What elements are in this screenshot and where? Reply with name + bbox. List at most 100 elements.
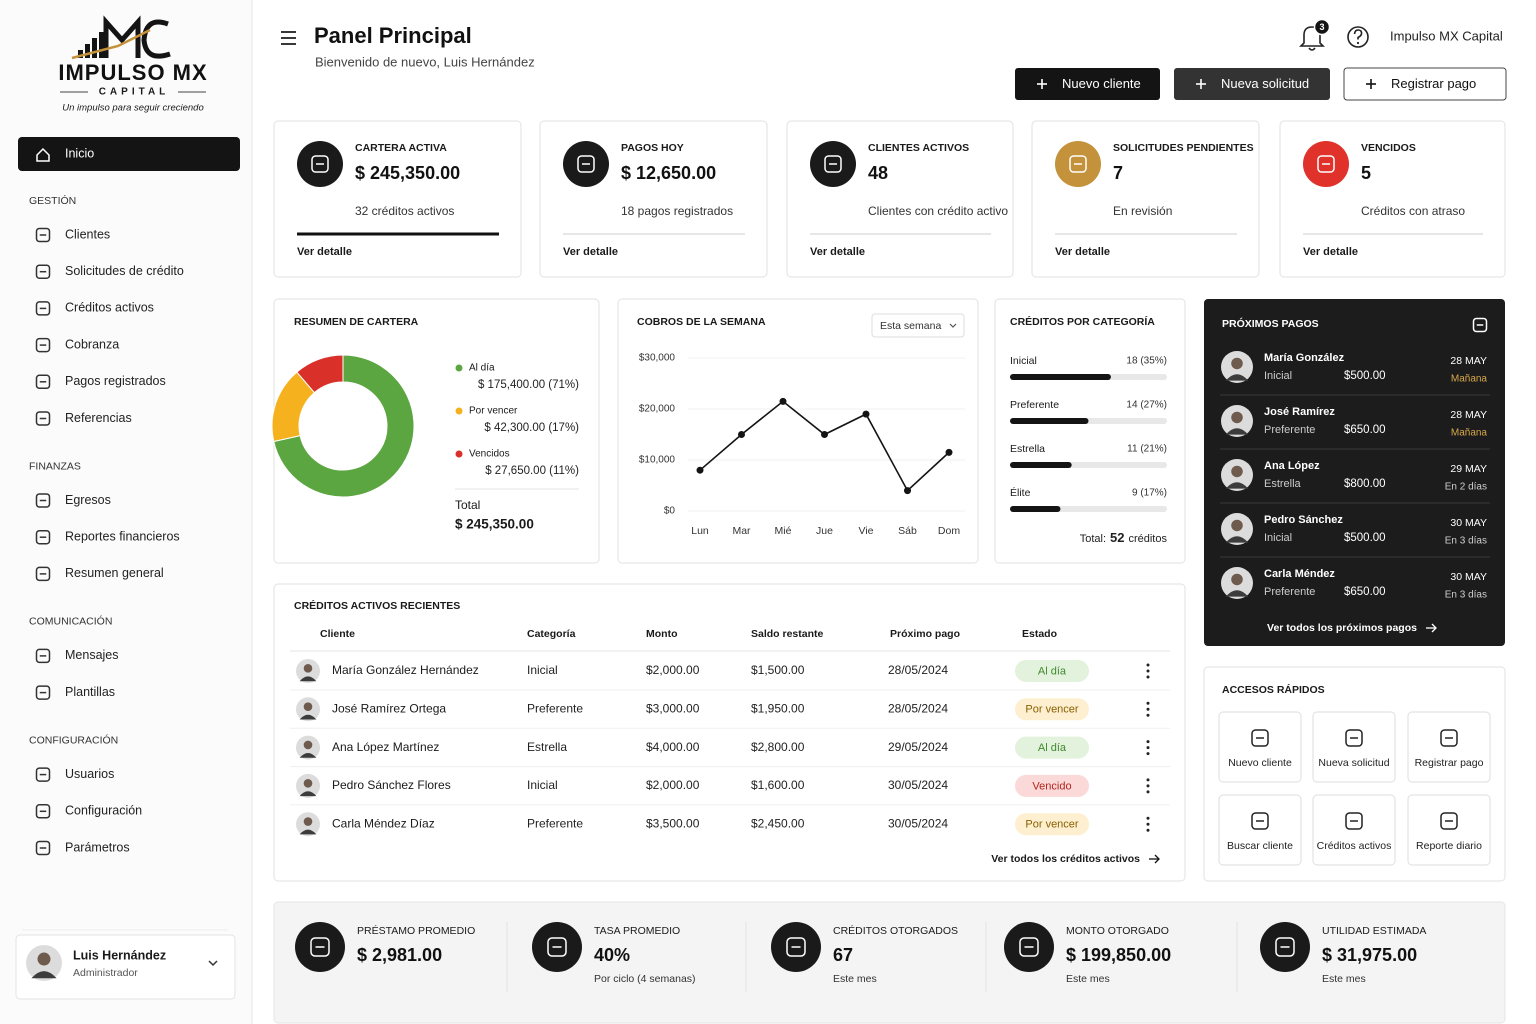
quick-tile[interactable]: Reporte diario bbox=[1407, 794, 1491, 866]
tile-label[interactable]: Buscar cliente bbox=[1227, 840, 1293, 852]
kpi-label: CARTERA ACTIVA bbox=[355, 142, 447, 154]
payment-item[interactable]: Carla Méndez Preferente $650.00 30 MAY En 3 … bbox=[1221, 567, 1487, 601]
payment-amount: $500.00 bbox=[1344, 532, 1386, 544]
kpi-link[interactable]: Ver detalle bbox=[1055, 246, 1110, 258]
row-menu[interactable] bbox=[1146, 778, 1150, 794]
kpi-link[interactable]: Ver detalle bbox=[1303, 246, 1358, 258]
link[interactable]: Ver todos los créditos activos bbox=[991, 853, 1160, 865]
nav-label[interactable]: Créditos activos bbox=[65, 301, 154, 315]
tile-label[interactable]: Nueva solicitud bbox=[1318, 757, 1389, 769]
nav-item[interactable]: Egresos bbox=[35, 493, 111, 508]
nav-label[interactable]: Solicitudes de crédito bbox=[65, 264, 184, 278]
logo-bar bbox=[92, 38, 97, 58]
kpi-label: SOLICITUDES PENDIENTES bbox=[1113, 142, 1254, 154]
kpi-link[interactable]: Ver detalle bbox=[563, 246, 618, 258]
nav-label[interactable]: Resumen general bbox=[65, 566, 164, 580]
quick-tile[interactable]: Buscar cliente bbox=[1218, 794, 1302, 866]
column-header: Cliente bbox=[320, 628, 355, 640]
nav-label[interactable]: Plantillas bbox=[65, 685, 115, 699]
payment-amount: $800.00 bbox=[1344, 478, 1386, 490]
nav-label[interactable]: Cobranza bbox=[65, 337, 119, 351]
row-menu[interactable] bbox=[1146, 740, 1150, 756]
kpi-link[interactable]: Ver detalle bbox=[297, 246, 352, 258]
kpi-value: 7 bbox=[1113, 163, 1123, 183]
nav-item[interactable]: Referencias bbox=[35, 411, 132, 426]
tile-label[interactable]: Registrar pago bbox=[1415, 757, 1484, 769]
action-button[interactable]: Registrar pago bbox=[1343, 67, 1507, 101]
badge-count: 3 bbox=[1319, 22, 1324, 32]
nav-item[interactable]: Inicio bbox=[18, 137, 240, 171]
nav-item[interactable]: Reportes financieros bbox=[35, 529, 180, 545]
brand-sub: CAPITAL bbox=[99, 87, 170, 98]
help-icon bbox=[1353, 29, 1363, 40]
nav-label[interactable]: Pagos registrados bbox=[65, 374, 166, 388]
user-card[interactable]: Luis Hernández Administrador bbox=[15, 934, 236, 1000]
nav-item[interactable]: Parámetros bbox=[35, 840, 130, 856]
icon bbox=[35, 566, 51, 582]
nav-item[interactable]: Solicitudes de crédito bbox=[35, 264, 184, 279]
button-label[interactable]: Nuevo cliente bbox=[1062, 76, 1141, 91]
page-title: Panel Principal bbox=[314, 23, 472, 48]
action-button[interactable]: Nueva solicitud bbox=[1174, 68, 1330, 100]
dropdown[interactable]: Esta semana bbox=[871, 313, 965, 338]
nav-label[interactable]: Reportes financieros bbox=[65, 529, 180, 543]
nav-label[interactable]: Inicio bbox=[65, 146, 94, 160]
payment-item[interactable]: María González Inicial $500.00 28 MAY Mañana bbox=[1220, 351, 1490, 396]
payment-item[interactable]: José Ramírez Preferente $650.00 28 MAY Mañan… bbox=[1220, 405, 1490, 450]
icon bbox=[1019, 937, 1039, 957]
nav-label[interactable]: Configuración bbox=[65, 804, 142, 818]
nav-item[interactable]: Resumen general bbox=[35, 566, 164, 582]
kpi-link[interactable]: Ver detalle bbox=[810, 246, 865, 258]
kpi-note: 32 créditos activos bbox=[355, 204, 454, 218]
nav-item[interactable]: Pagos registrados bbox=[35, 374, 166, 390]
link-label[interactable]: Ver todos los próximos pagos bbox=[1267, 622, 1417, 634]
kpi-label: PAGOS HOY bbox=[621, 142, 684, 154]
quick-tile[interactable]: Registrar pago bbox=[1407, 711, 1491, 783]
action-button[interactable]: Nuevo cliente bbox=[1015, 68, 1160, 100]
status-label: Al día bbox=[1038, 665, 1067, 677]
nav-item[interactable]: Plantillas bbox=[35, 685, 116, 700]
cell-next-payment: 30/05/2024 bbox=[888, 816, 948, 830]
nav-label[interactable]: Mensajes bbox=[65, 648, 119, 662]
link[interactable]: Ver todos los próximos pagos bbox=[1267, 622, 1437, 634]
nav-label[interactable]: Parámetros bbox=[65, 840, 130, 854]
help-button[interactable] bbox=[1347, 26, 1369, 48]
payment-item[interactable]: Ana López Estrella $800.00 29 MAY En 2 días bbox=[1220, 459, 1490, 504]
quick-tile[interactable]: Créditos activos bbox=[1312, 794, 1396, 866]
row-menu[interactable] bbox=[1146, 701, 1150, 717]
button-label[interactable]: Registrar pago bbox=[1391, 76, 1476, 91]
nav-label[interactable]: Egresos bbox=[65, 493, 111, 507]
nav-item[interactable]: Clientes bbox=[35, 227, 111, 243]
quick-tile[interactable]: Nueva solicitud bbox=[1312, 711, 1396, 783]
calendar-button[interactable] bbox=[1472, 317, 1488, 333]
bar bbox=[1010, 506, 1061, 512]
nav-item[interactable]: Cobranza bbox=[35, 337, 120, 353]
tile-label[interactable]: Nuevo cliente bbox=[1228, 757, 1292, 769]
nav-label[interactable]: Usuarios bbox=[65, 767, 114, 781]
tile-label[interactable]: Reporte diario bbox=[1416, 840, 1482, 852]
menu-dot bbox=[1146, 822, 1150, 826]
stat-value: $ 199,850.00 bbox=[1066, 945, 1171, 965]
nav-item[interactable]: Configuración bbox=[35, 804, 143, 819]
row-menu[interactable] bbox=[1146, 816, 1150, 832]
nav-item[interactable]: Mensajes bbox=[35, 648, 119, 664]
button-label[interactable]: Nueva solicitud bbox=[1221, 76, 1309, 91]
avatar-body bbox=[299, 829, 317, 835]
payment-item[interactable]: Pedro Sánchez Inicial $500.00 30 MAY En 3 dí… bbox=[1220, 513, 1490, 558]
icon bbox=[36, 147, 50, 162]
nav-label[interactable]: Referencias bbox=[65, 411, 132, 425]
kpi-note: En revisión bbox=[1113, 204, 1172, 218]
dropdown-label[interactable]: Esta semana bbox=[880, 320, 941, 332]
nav-item[interactable]: Créditos activos bbox=[35, 301, 154, 316]
menu-button[interactable] bbox=[281, 31, 296, 45]
icon bbox=[1069, 155, 1087, 173]
nav-label[interactable]: Clientes bbox=[65, 227, 110, 241]
nav-item[interactable]: Usuarios bbox=[35, 767, 115, 782]
link-label[interactable]: Ver todos los créditos activos bbox=[991, 853, 1140, 865]
notifications[interactable]: 3 bbox=[1299, 18, 1331, 51]
tile-label[interactable]: Créditos activos bbox=[1317, 840, 1392, 852]
quick-tile[interactable]: Nuevo cliente bbox=[1218, 711, 1302, 783]
column-header: Categoría bbox=[527, 628, 576, 640]
row-menu[interactable] bbox=[1146, 663, 1150, 679]
stat-note: Este mes bbox=[833, 973, 877, 985]
